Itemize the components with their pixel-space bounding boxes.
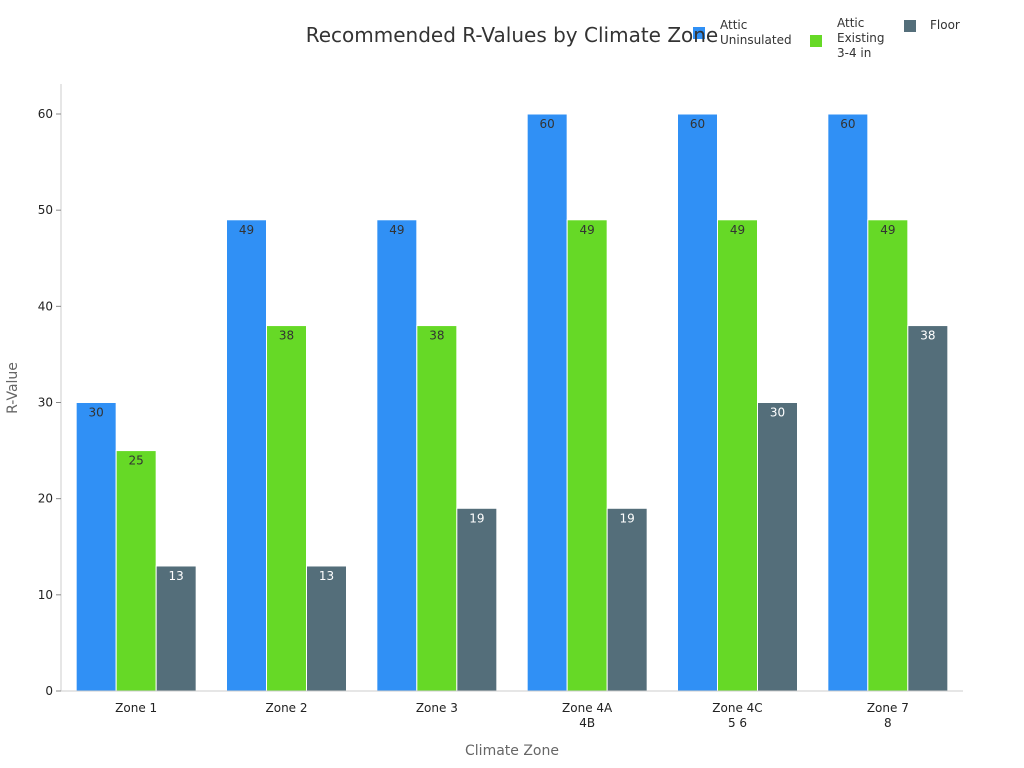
bar bbox=[757, 402, 798, 692]
x-axis-label: Climate Zone bbox=[465, 743, 559, 759]
bar bbox=[75, 402, 117, 692]
data-label: 38 bbox=[920, 329, 935, 343]
x-tick-label: Zone 4C bbox=[712, 701, 762, 715]
data-label: 19 bbox=[469, 511, 484, 525]
data-label: 30 bbox=[770, 406, 785, 420]
legend-label: Attic bbox=[837, 16, 864, 30]
y-tick-label: 60 bbox=[38, 107, 53, 121]
data-label: 19 bbox=[620, 511, 635, 525]
data-label: 38 bbox=[429, 329, 444, 343]
legend-swatch bbox=[904, 20, 916, 32]
data-label: 30 bbox=[89, 406, 104, 420]
y-tick-label: 30 bbox=[38, 396, 53, 410]
y-tick-label: 0 bbox=[45, 684, 53, 698]
chart-title: Recommended R-Values by Climate Zone bbox=[306, 23, 719, 47]
data-label: 38 bbox=[279, 329, 294, 343]
legend-label: Uninsulated bbox=[720, 33, 792, 47]
bar bbox=[526, 113, 568, 692]
y-axis-label: R-Value bbox=[5, 362, 21, 414]
bar bbox=[155, 565, 197, 692]
bar bbox=[867, 219, 909, 692]
y-tick-label: 50 bbox=[38, 203, 53, 217]
y-tick-label: 20 bbox=[38, 492, 53, 506]
bar bbox=[226, 219, 267, 692]
data-label: 60 bbox=[540, 117, 555, 131]
data-label: 25 bbox=[129, 454, 144, 468]
bar bbox=[306, 565, 347, 692]
data-label: 13 bbox=[169, 569, 184, 583]
bar bbox=[677, 113, 718, 692]
data-label: 60 bbox=[690, 117, 705, 131]
x-tick-label: Zone 2 bbox=[266, 701, 308, 715]
bar bbox=[717, 219, 758, 692]
x-tick-label: Zone 4A bbox=[562, 701, 613, 715]
legend-swatch bbox=[810, 35, 822, 47]
y-tick-label: 40 bbox=[38, 299, 53, 313]
data-label: 49 bbox=[239, 223, 254, 237]
bar bbox=[606, 507, 648, 692]
bar bbox=[416, 325, 458, 692]
legend-label: Attic bbox=[720, 18, 747, 32]
bar bbox=[266, 325, 307, 692]
legend-label: Existing bbox=[837, 31, 885, 45]
x-tick-label: 4B bbox=[579, 716, 595, 730]
legend-swatch bbox=[693, 27, 705, 39]
bar bbox=[566, 219, 608, 692]
bar bbox=[456, 507, 498, 692]
bar bbox=[376, 219, 418, 692]
bar bbox=[907, 325, 949, 692]
x-tick-label: Zone 1 bbox=[115, 701, 157, 715]
x-tick-label: 8 bbox=[884, 716, 892, 730]
data-label: 13 bbox=[319, 569, 334, 583]
bar bbox=[827, 113, 869, 692]
data-label: 49 bbox=[389, 223, 404, 237]
data-label: 49 bbox=[730, 223, 745, 237]
legend-label: Floor bbox=[930, 18, 960, 32]
data-label: 60 bbox=[840, 117, 855, 131]
bar bbox=[115, 450, 157, 692]
x-tick-label: 5 6 bbox=[728, 716, 747, 730]
legend-label: 3-4 in bbox=[837, 46, 871, 60]
y-tick-label: 10 bbox=[38, 588, 53, 602]
x-tick-label: Zone 7 bbox=[867, 701, 909, 715]
x-tick-label: Zone 3 bbox=[416, 701, 458, 715]
data-label: 49 bbox=[580, 223, 595, 237]
data-label: 49 bbox=[880, 223, 895, 237]
